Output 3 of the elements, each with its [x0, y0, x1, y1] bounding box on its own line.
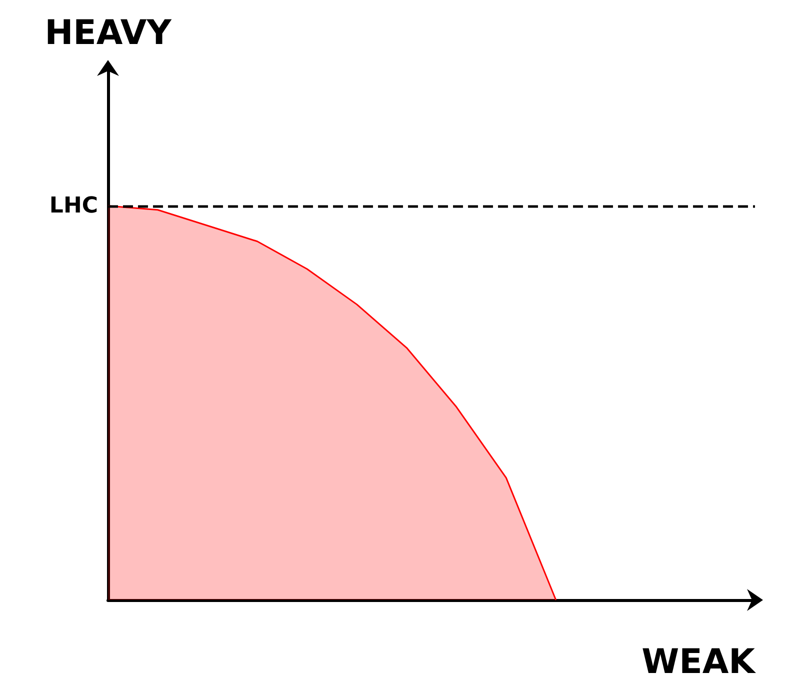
- ref-line-label: LHC: [49, 193, 98, 218]
- x-axis-title: WEAK: [642, 642, 757, 682]
- y-axis-title: HEAVY: [44, 13, 172, 53]
